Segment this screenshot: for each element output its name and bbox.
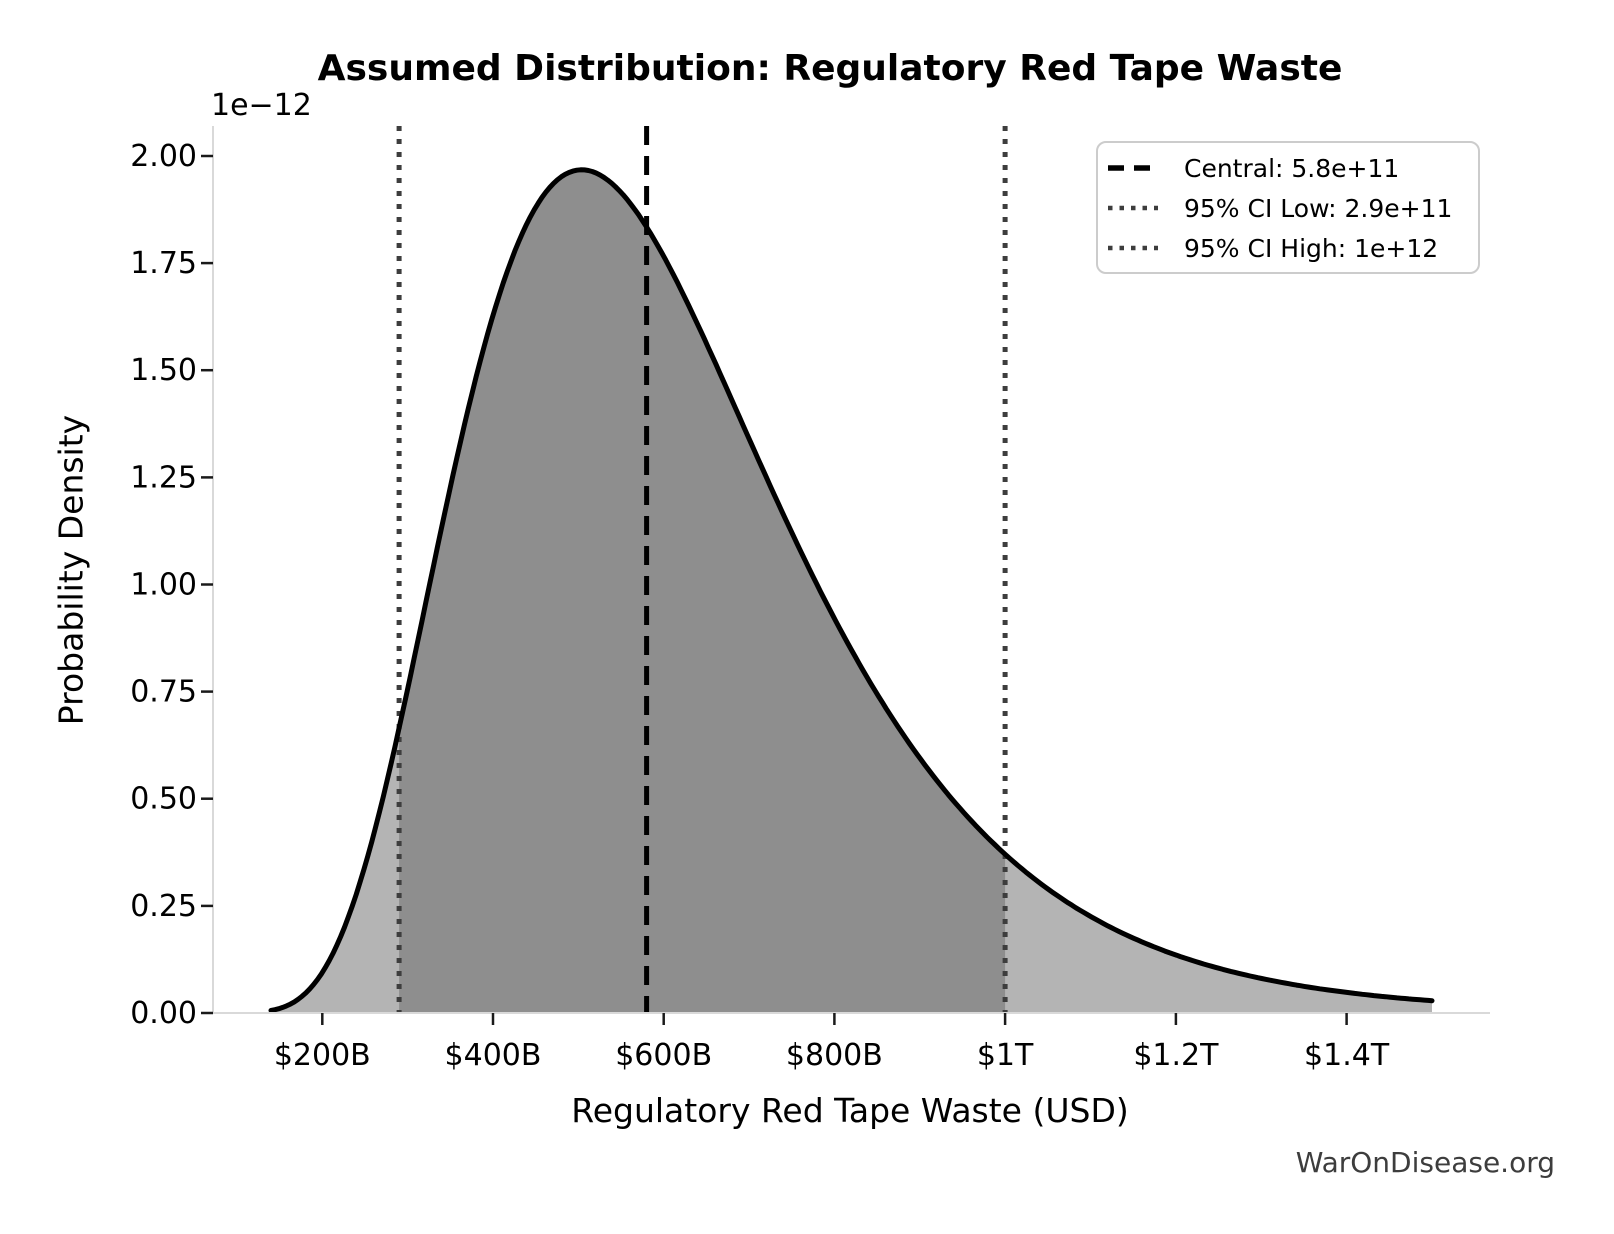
dotted-line-swatch-icon: [1108, 245, 1158, 251]
y-tick-label: 0.75: [130, 675, 197, 710]
y-tick-label: 0.25: [130, 889, 197, 924]
legend: Central: 5.8e+11 95% CI Low: 2.9e+11 95%…: [1096, 141, 1480, 274]
legend-item-central: Central: 5.8e+11: [1098, 148, 1478, 188]
y-tick-label: 0.50: [130, 782, 197, 817]
x-tick-label: $800B: [786, 1038, 883, 1073]
legend-item-ci-low: 95% CI Low: 2.9e+11: [1098, 188, 1478, 228]
chart-title: Assumed Distribution: Regulatory Red Tap…: [317, 48, 1343, 89]
x-tick-label: $200B: [274, 1038, 371, 1073]
legend-label-ci-low: 95% CI Low: 2.9e+11: [1184, 193, 1453, 223]
dashed-line-swatch-icon: [1108, 165, 1158, 171]
legend-item-ci-high: 95% CI High: 1e+12: [1098, 228, 1478, 268]
legend-label-central: Central: 5.8e+11: [1184, 153, 1400, 183]
y-tick-label: 1.50: [130, 353, 197, 388]
y-tick-label: 2.00: [130, 139, 197, 174]
ci-region-fill: [399, 169, 1006, 1014]
y-tick-label: 0.00: [130, 996, 197, 1031]
footer-credit: WarOnDisease.org: [1295, 1146, 1555, 1179]
x-tick-label: $400B: [445, 1038, 542, 1073]
y-tick-label: 1.00: [130, 568, 197, 603]
y-axis-offset-label: 1e−12: [211, 88, 312, 123]
y-tick-label: 1.75: [130, 246, 197, 281]
density-curve: [268, 167, 1435, 1013]
legend-label-ci-high: 95% CI High: 1e+12: [1184, 233, 1439, 263]
x-axis-label: Regulatory Red Tape Waste (USD): [571, 1091, 1129, 1130]
x-tick-label: $1T: [977, 1038, 1034, 1073]
x-tick-label: $600B: [615, 1038, 712, 1073]
x-tick-label: $1.2T: [1133, 1038, 1219, 1073]
x-tick-label: $1.4T: [1304, 1038, 1390, 1073]
y-tick-label: 1.25: [130, 460, 197, 495]
dotted-line-swatch-icon: [1108, 205, 1158, 211]
